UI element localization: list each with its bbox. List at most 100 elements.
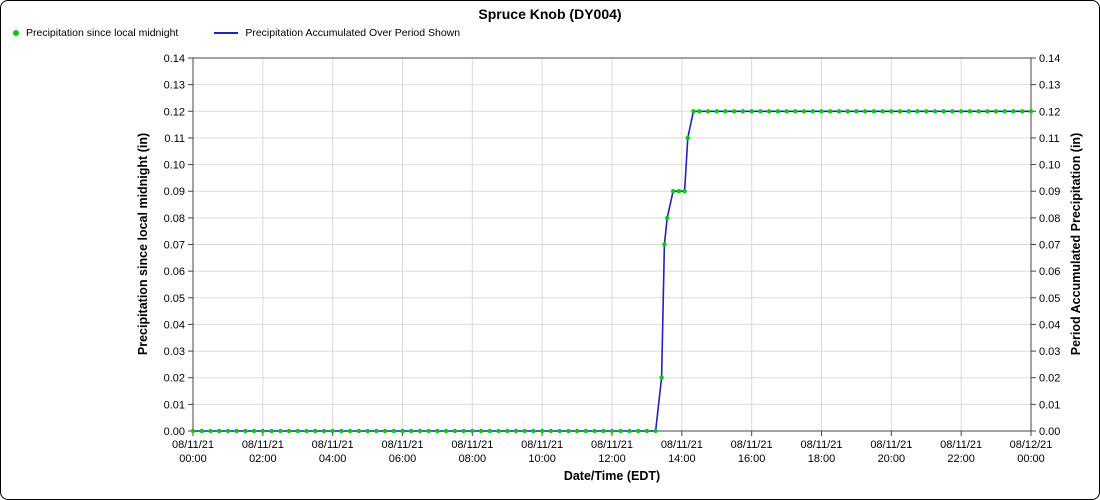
x-tick-label: 08/11/21 20:00 [870, 439, 912, 465]
x-tick-label: 08/11/21 02:00 [242, 439, 284, 465]
series-marker-precip [382, 428, 388, 434]
series-marker-precip [758, 109, 763, 114]
series-marker-precip [880, 109, 885, 114]
series-marker-precip [540, 428, 545, 434]
series-marker-precip [356, 428, 362, 434]
series-marker-precip [793, 109, 798, 114]
series-marker-precip [618, 428, 623, 434]
y-tick-label-left: 0.04 [164, 319, 185, 331]
y-tick-label-left: 0.07 [164, 240, 185, 252]
y-tick-label-right: 0.09 [1039, 186, 1060, 198]
series-marker-precip [470, 428, 475, 434]
series-marker-precip [243, 428, 248, 434]
series-marker-precip [225, 428, 231, 434]
series-marker-precip [478, 428, 484, 434]
series-marker-precip [967, 109, 973, 114]
series-marker-precip [653, 428, 658, 434]
series-marker-precip [321, 428, 327, 434]
series-marker-precip [496, 428, 501, 434]
series-marker-precip [217, 428, 222, 434]
series-marker-precip [906, 109, 911, 114]
series-marker-precip [676, 189, 682, 194]
legend-label-accumulated: Precipitation Accumulated Over Period Sh… [245, 27, 461, 39]
series-marker-precip [208, 428, 213, 434]
chart-title: Spruce Knob (DY004) [478, 6, 622, 22]
legend-item-precip-since-midnight: Precipitation since local midnight [13, 27, 178, 39]
y-tick-label-left: 0.13 [164, 80, 185, 92]
series-marker-precip [662, 242, 667, 247]
y-tick-label-right: 0.11 [1039, 133, 1060, 145]
series-marker-precip [775, 109, 781, 114]
series-marker-precip [269, 428, 274, 434]
series-marker-precip [505, 428, 510, 434]
series-marker-precip [665, 215, 670, 221]
y-tick-label-right: 0.06 [1039, 266, 1060, 278]
y-tick-label-left: 0.11 [164, 133, 185, 145]
series-marker-precip [740, 109, 746, 114]
series-marker-precip [685, 135, 690, 141]
y-tick-label-right: 0.03 [1039, 346, 1060, 358]
series-marker-precip [339, 428, 344, 434]
series-marker-precip [583, 428, 588, 434]
series-marker-precip [959, 109, 964, 114]
series-marker-precip [286, 428, 292, 434]
series-marker-precip [749, 109, 754, 114]
y-tick-label-left: 0.14 [164, 53, 185, 65]
series-marker-precip [819, 109, 824, 114]
x-tick-label: 08/11/21 00:00 [172, 439, 214, 465]
series-marker-precip [592, 428, 597, 434]
legend: Precipitation since local midnight Preci… [13, 27, 460, 39]
y-tick-label-right: 0.01 [1039, 399, 1060, 411]
series-marker-precip [426, 428, 431, 434]
series-marker-precip [862, 109, 868, 114]
y-tick-label-right: 0.13 [1039, 80, 1060, 92]
series-marker-precip [513, 428, 519, 434]
series-marker-precip [723, 109, 728, 114]
y-tick-label-left: 0.09 [164, 186, 185, 198]
series-marker-precip [374, 428, 379, 434]
x-tick-label: 08/11/21 04:00 [312, 439, 354, 465]
y-tick-label-right: 0.04 [1039, 319, 1060, 331]
x-tick-label: 08/11/21 22:00 [940, 439, 982, 465]
series-marker-precip [400, 428, 405, 434]
series-marker-precip [950, 109, 955, 114]
series-marker-precip [435, 428, 440, 434]
legend-line-icon [214, 32, 239, 34]
series-marker-precip [932, 109, 938, 114]
series-marker-precip [889, 109, 894, 114]
series-marker-precip [566, 428, 571, 434]
series-marker-precip [330, 428, 335, 434]
series-marker-precip [897, 109, 903, 114]
x-tick-label: 08/11/21 18:00 [800, 439, 842, 465]
series-marker-precip [801, 109, 807, 114]
series-marker-precip [993, 109, 999, 114]
series-marker-precip [924, 109, 929, 114]
y-tick-label-left: 0.01 [164, 399, 185, 411]
legend-dot-icon [13, 30, 19, 36]
series-marker-precip [697, 109, 702, 114]
series-marker-precip [705, 109, 711, 114]
series-marker-precip [871, 109, 877, 114]
series-marker-precip [251, 428, 257, 434]
y-tick-label-left: 0.00 [164, 426, 185, 438]
series-marker-precip [810, 109, 815, 114]
y-tick-label-left: 0.12 [164, 106, 185, 118]
series-marker-precip [417, 428, 423, 434]
series-marker-precip [985, 109, 990, 114]
series-marker-precip [609, 428, 615, 434]
series-marker-precip [714, 109, 719, 114]
series-marker-precip [461, 428, 466, 434]
series-marker-precip [1028, 109, 1034, 114]
y-tick-label-right: 0.10 [1039, 160, 1060, 172]
y-tick-label-right: 0.12 [1039, 106, 1060, 118]
x-tick-label: 08/11/21 16:00 [731, 439, 773, 465]
y-tick-label-left: 0.06 [164, 266, 185, 278]
series-marker-precip [670, 189, 676, 194]
x-axis-label: Date/Time (EDT) [564, 469, 660, 483]
series-marker-precip [636, 428, 641, 434]
series-marker-precip [295, 428, 300, 434]
x-tick-label: 08/12/21 00:00 [1010, 439, 1053, 465]
series-marker-precip [644, 428, 650, 434]
